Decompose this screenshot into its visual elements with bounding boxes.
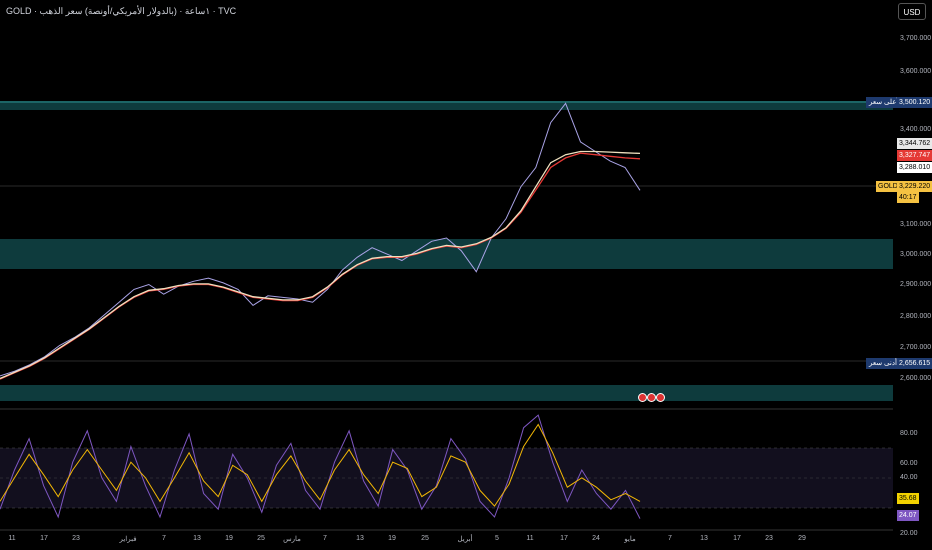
oscillator-d-line bbox=[0, 423, 641, 507]
osc-tick: 60.00 bbox=[900, 460, 918, 467]
symbol-badge: GOLD bbox=[876, 181, 900, 192]
time-tick: 7 bbox=[162, 535, 166, 542]
oscillator-series-group bbox=[0, 414, 641, 519]
price-tick: 3,000.000 bbox=[900, 251, 932, 258]
resistance-zone bbox=[0, 101, 893, 110]
time-tick: 17 bbox=[40, 535, 48, 542]
time-tick: 7 bbox=[323, 535, 327, 542]
current-price-value: 3,229.220 bbox=[897, 181, 932, 192]
bottom-zone bbox=[0, 385, 893, 401]
economic-event-icon[interactable] bbox=[638, 393, 647, 402]
ma1-value: 3,344.762 bbox=[897, 138, 932, 149]
time-tick: 5 bbox=[495, 535, 499, 542]
low-label: أدنى سعر bbox=[866, 358, 900, 369]
time-tick: 29 bbox=[798, 535, 806, 542]
chart-title: GOLD · ١ساعة · (بالدولار الأمريكي/أونصة)… bbox=[6, 6, 237, 16]
moving-average-cream bbox=[0, 150, 641, 380]
time-tick: أبريل bbox=[457, 536, 473, 543]
time-tick: 11 bbox=[526, 535, 534, 542]
price-tick: 3,100.000 bbox=[900, 221, 932, 228]
osc-value-1: 35.68 bbox=[897, 493, 919, 504]
time-tick: 13 bbox=[193, 535, 201, 542]
high-value: 3,500.120 bbox=[897, 97, 932, 108]
time-tick: 11 bbox=[8, 535, 16, 542]
time-tick: 25 bbox=[257, 535, 265, 542]
osc-value-2: 24.07 bbox=[897, 510, 919, 521]
high-label: أعلى سعر bbox=[866, 97, 902, 108]
price-series-group bbox=[0, 102, 641, 380]
time-tick: مايو bbox=[624, 536, 636, 543]
price-tick: 3,400.000 bbox=[900, 126, 932, 133]
osc-tick: 20.00 bbox=[900, 530, 918, 537]
osc-tick: 40.00 bbox=[900, 474, 918, 481]
time-tick: 19 bbox=[388, 535, 396, 542]
time-tick: 17 bbox=[733, 535, 741, 542]
currency-button[interactable]: USD bbox=[898, 3, 926, 20]
osc-tick: 80.00 bbox=[900, 430, 918, 437]
price-tick: 2,700.000 bbox=[900, 344, 932, 351]
price-tick: 2,800.000 bbox=[900, 313, 932, 320]
price-tick: 3,700.000 bbox=[900, 35, 932, 42]
time-tick: 25 bbox=[421, 535, 429, 542]
time-tick: 17 bbox=[560, 535, 568, 542]
time-tick: 13 bbox=[700, 535, 708, 542]
oscillator-k-line bbox=[0, 414, 641, 519]
time-tick: 24 bbox=[592, 535, 600, 542]
time-tick: 23 bbox=[765, 535, 773, 542]
time-tick: 23 bbox=[72, 535, 80, 542]
ma2-value: 3,327.747 bbox=[897, 150, 932, 161]
price-line bbox=[0, 102, 641, 377]
time-tick: فبراير bbox=[119, 536, 137, 543]
time-tick: مارس bbox=[283, 536, 301, 543]
bar-countdown: 40:17 bbox=[897, 192, 919, 203]
economic-event-icon[interactable] bbox=[656, 393, 665, 402]
support-zone bbox=[0, 239, 893, 269]
time-tick: 7 bbox=[668, 535, 672, 542]
time-tick: 19 bbox=[225, 535, 233, 542]
price-tick: 3,600.000 bbox=[900, 68, 932, 75]
ma3-value: 3,288.010 bbox=[897, 162, 932, 173]
price-tick: 2,900.000 bbox=[900, 281, 932, 288]
price-tick: 2,600.000 bbox=[900, 375, 932, 382]
time-tick: 13 bbox=[356, 535, 364, 542]
low-value: 2,656.615 bbox=[897, 358, 932, 369]
economic-event-icon[interactable] bbox=[647, 393, 656, 402]
